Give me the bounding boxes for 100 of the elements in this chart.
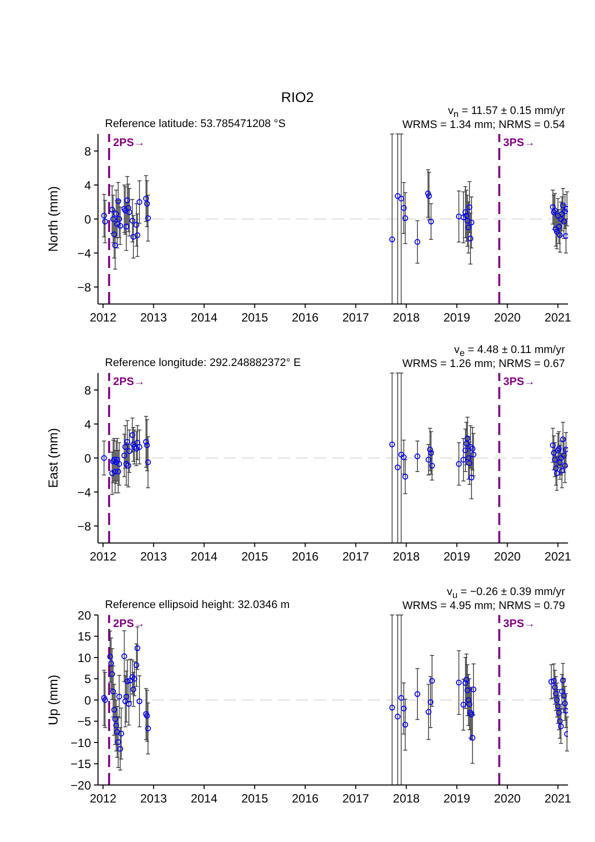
x-tick-label: 2021 — [544, 792, 572, 806]
x-tick-label: 2020 — [494, 310, 522, 325]
point — [468, 220, 474, 226]
ref-line-label: 2PS→ — [113, 376, 145, 388]
point — [426, 456, 432, 463]
point — [136, 199, 142, 205]
y-tick-label: 8 — [84, 144, 92, 158]
point — [117, 222, 124, 229]
point — [462, 209, 468, 216]
point — [394, 464, 401, 470]
point — [112, 468, 118, 474]
point — [111, 456, 118, 463]
point — [456, 461, 462, 467]
point — [464, 440, 470, 446]
point — [101, 212, 107, 218]
point — [466, 224, 472, 230]
ref-line-label: 3PS→ — [503, 618, 536, 630]
point — [144, 442, 150, 448]
y-tick-label: 5 — [84, 672, 92, 686]
point — [136, 444, 142, 450]
x-tick-label: 2013 — [140, 550, 168, 564]
point — [143, 438, 149, 445]
point — [134, 446, 140, 452]
x-tick-label: 2017 — [342, 550, 370, 564]
x-tick-label: 2016 — [292, 550, 319, 564]
y-axis-title: North (mm) — [46, 186, 61, 252]
y-tick-label: 20 — [78, 608, 92, 622]
text: WRMS = 1.34 mm; NRMS = 0.54 — [402, 118, 565, 132]
y-tick-label: −5 — [77, 714, 92, 729]
point — [464, 218, 470, 224]
point — [110, 458, 116, 464]
point — [126, 209, 132, 216]
x-tick-label: 2018 — [392, 310, 420, 325]
point — [144, 200, 150, 207]
point — [121, 206, 128, 212]
y-axis-title: East (mm) — [46, 428, 61, 488]
point — [398, 196, 404, 202]
x-tick-label: 2014 — [190, 792, 218, 806]
y-tick-label: 8 — [84, 383, 92, 398]
x-tick-label: 2015 — [241, 310, 268, 325]
x-tick-label: 2021 — [544, 550, 572, 564]
x-tick-label: 2014 — [190, 550, 218, 564]
point — [562, 208, 568, 214]
x-tick-label: 2014 — [190, 310, 218, 325]
point — [462, 447, 468, 454]
y-tick-label: −8 — [77, 519, 92, 534]
point — [113, 459, 120, 466]
point — [130, 442, 136, 448]
point — [101, 455, 107, 461]
x-tick-label: 2017 — [342, 792, 370, 806]
text: v$_{e}$ = 4.48 ± 0.11 mm/yr — [454, 344, 565, 358]
point — [114, 456, 120, 463]
point — [460, 214, 466, 220]
text: WRMS = 4.95 mm; NRMS = 0.79 — [402, 599, 565, 613]
text: Reference latitude: 53.785471208 °S — [105, 118, 286, 130]
point — [115, 468, 122, 474]
point — [402, 215, 408, 222]
point — [121, 452, 128, 458]
y-tick-label: 4 — [84, 178, 92, 192]
y-tick-label: −10 — [70, 736, 92, 750]
point — [470, 446, 476, 452]
y-tick-label: −8 — [77, 280, 92, 294]
point — [134, 222, 140, 228]
point — [129, 432, 136, 438]
point — [398, 452, 404, 458]
point — [102, 218, 108, 224]
y-tick-label: 0 — [84, 451, 92, 466]
point — [134, 440, 140, 446]
point — [466, 204, 472, 210]
ref-line-label: 3PS→ — [503, 376, 536, 388]
text: Reference ellipsoid height: 32.0346 m — [105, 599, 290, 611]
y-tick-label: −15 — [70, 757, 92, 772]
x-tick-label: 2018 — [392, 792, 420, 806]
y-tick-label: −4 — [77, 246, 92, 260]
x-tick-label: 2015 — [241, 792, 268, 806]
y-axis-title: Up (mm) — [46, 674, 61, 726]
y-tick-label: 4 — [84, 417, 92, 432]
point — [556, 224, 562, 230]
point — [145, 459, 151, 466]
point — [126, 448, 132, 454]
point — [550, 204, 556, 210]
x-tick-label: 2012 — [90, 310, 117, 325]
x-tick-label: 2020 — [494, 550, 522, 564]
point — [414, 239, 420, 245]
point — [429, 462, 435, 469]
point — [122, 208, 128, 214]
x-tick-label: 2020 — [494, 792, 522, 806]
point — [414, 453, 420, 460]
text: v$_{u}$ = −0.26 ± 0.39 mm/yr — [446, 586, 565, 600]
y-tick-label: 15 — [78, 630, 92, 644]
point — [129, 218, 136, 224]
x-tick-label: 2012 — [90, 550, 117, 564]
point — [131, 444, 138, 450]
y-tick-label: 10 — [78, 650, 92, 665]
x-tick-label: 2013 — [140, 792, 168, 806]
y-tick-label: −4 — [77, 485, 92, 500]
x-tick-label: 2019 — [443, 310, 470, 325]
x-tick-label: 2017 — [342, 310, 370, 325]
point — [389, 236, 396, 242]
chart-title: RIO2 — [280, 89, 315, 105]
